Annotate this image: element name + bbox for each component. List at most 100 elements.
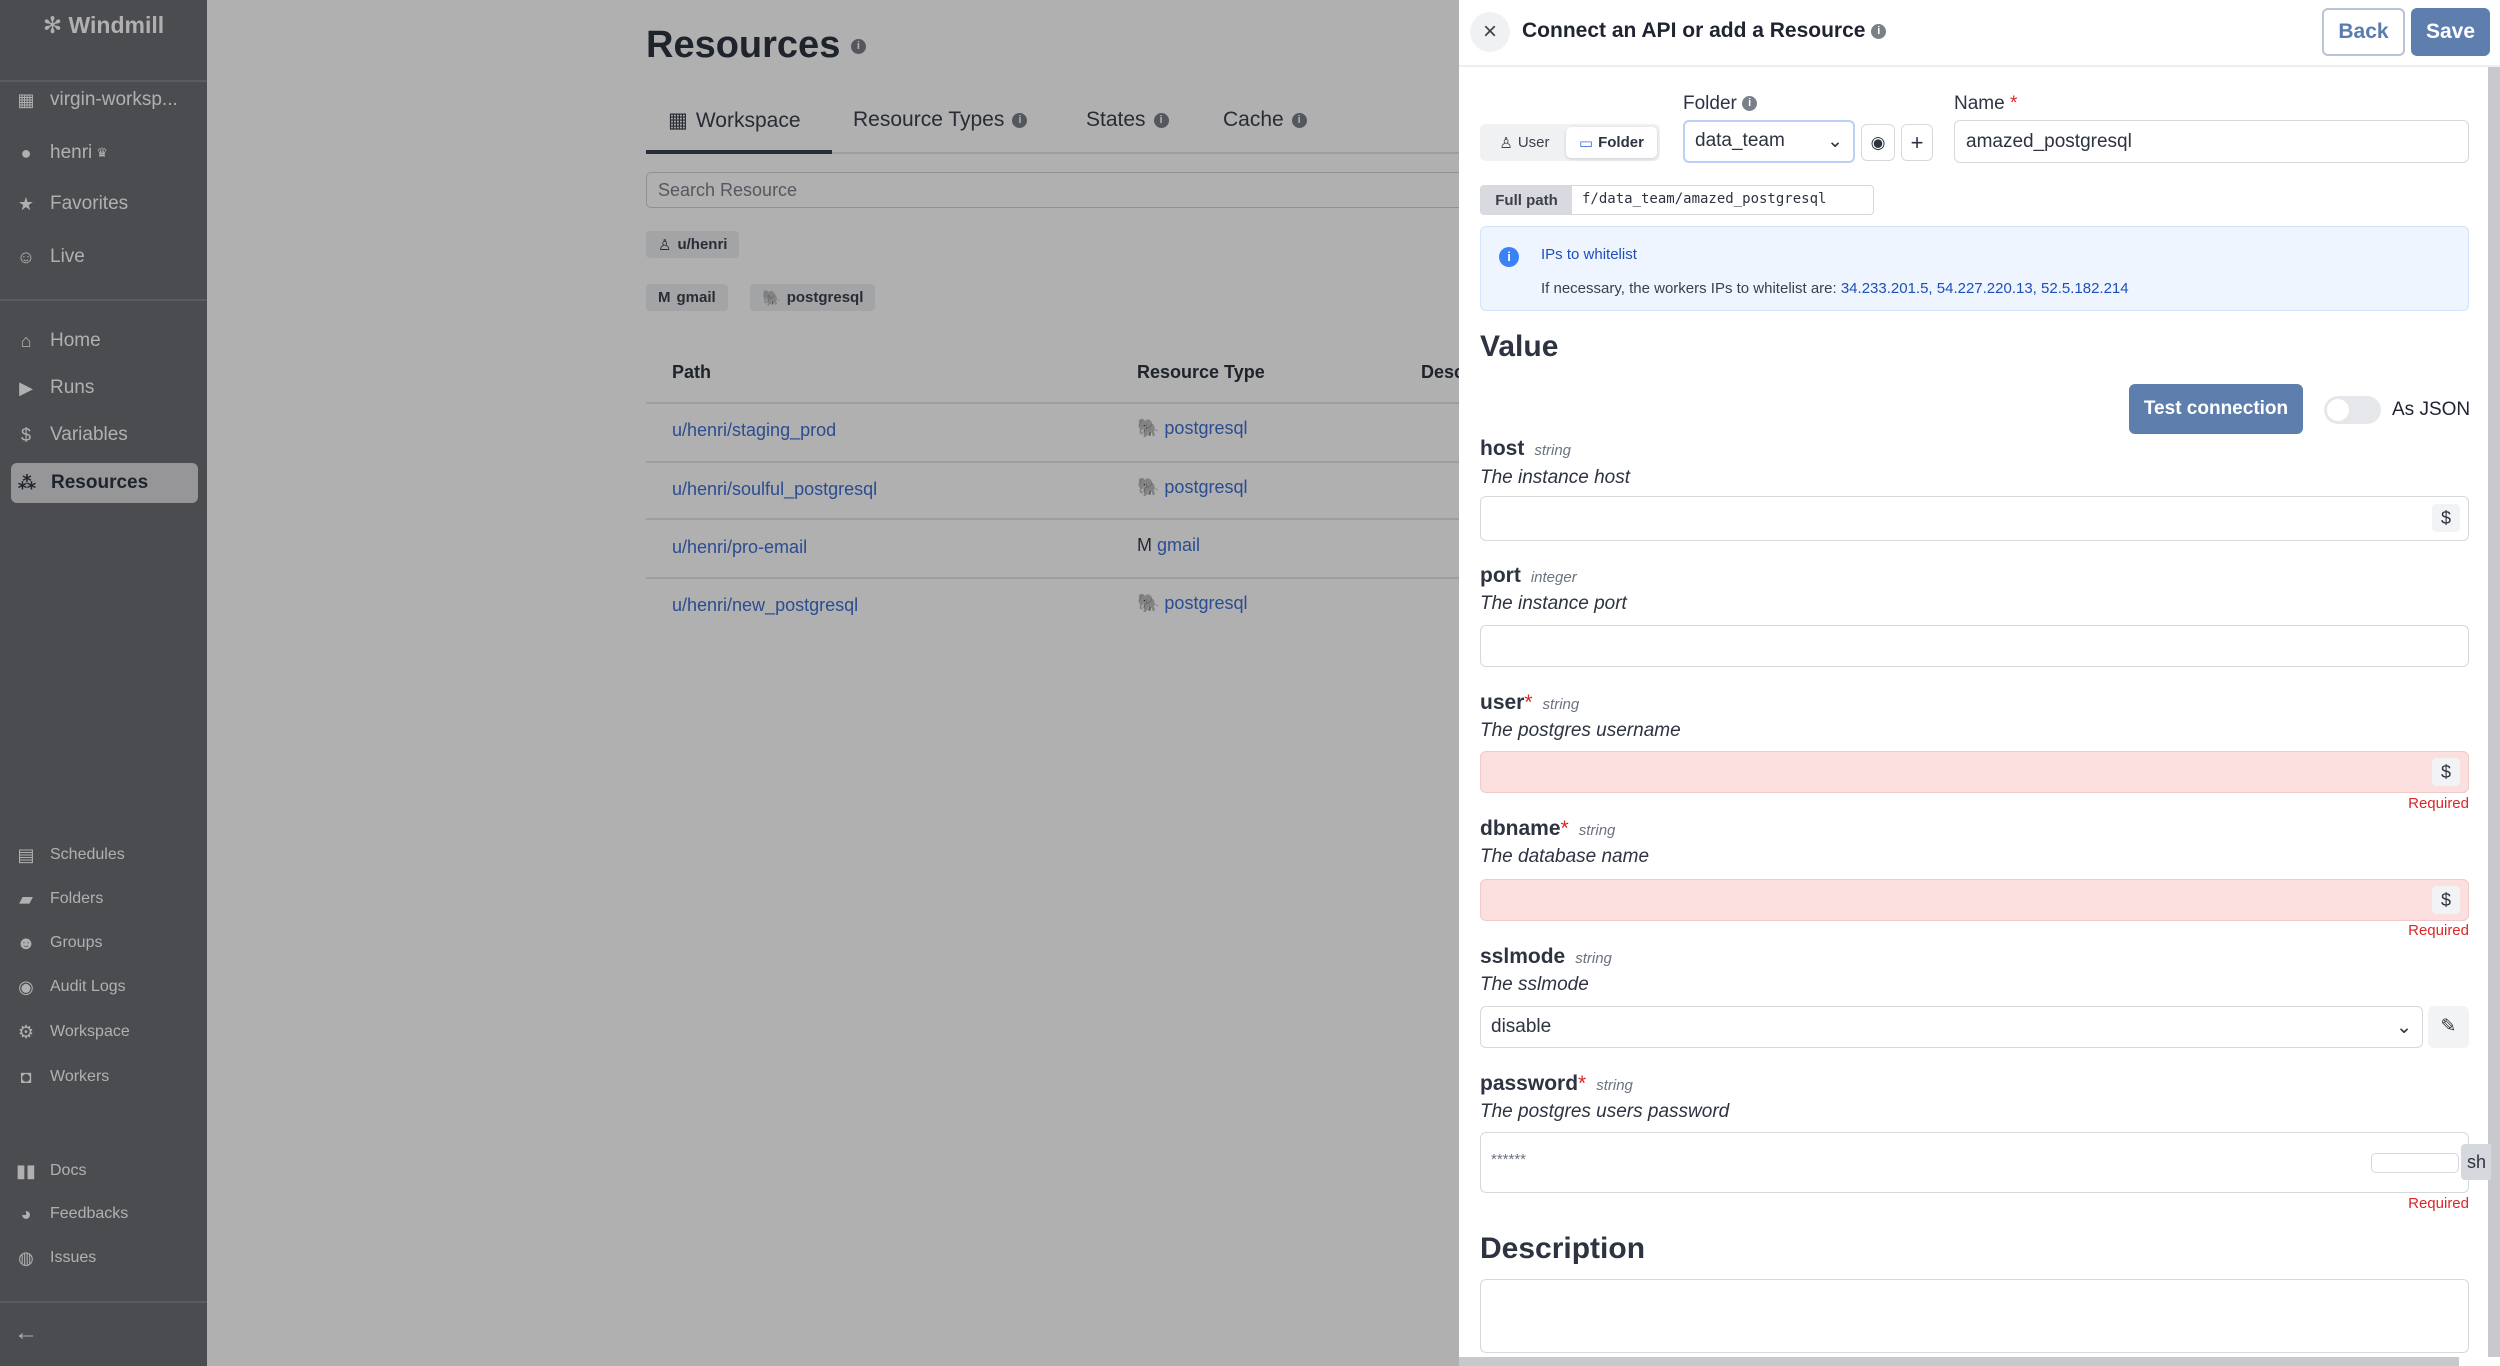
close-icon: × (1482, 18, 1497, 45)
test-connection-button[interactable]: Test connection (2129, 384, 2303, 434)
variable-picker-button[interactable]: $ (2432, 886, 2460, 914)
dbname-input[interactable]: $ (1480, 879, 2469, 921)
sidebar-item-workspace[interactable]: ⚙ Workspace (14, 1015, 130, 1049)
sidebar-item-audit-logs[interactable]: ◉ Audit Logs (14, 970, 125, 1004)
play-icon: ▶ (19, 377, 33, 398)
info-icon[interactable]: i (1871, 23, 1887, 39)
sidebar-item-favorites[interactable]: ★ Favorites (14, 187, 128, 221)
resource-path-link[interactable]: u/henri/new_postgresql (672, 595, 859, 615)
show-password-button[interactable]: sh (2461, 1144, 2491, 1180)
plus-icon: + (1910, 130, 1924, 155)
user-icon: ♙ (658, 236, 672, 254)
calendar-icon: ▤ (17, 844, 35, 865)
password-input[interactable]: ****** (1480, 1132, 2469, 1193)
chevron-down-icon: ⌄ (2396, 1017, 2412, 1038)
resource-type-link[interactable]: M gmail (1137, 535, 1201, 555)
edit-button[interactable]: ✎ (2428, 1006, 2469, 1048)
sidebar-item-home[interactable]: ⌂ Home (14, 324, 101, 358)
description-textarea[interactable] (1480, 1279, 2469, 1353)
user-input[interactable]: $ (1480, 751, 2469, 793)
search-input[interactable]: Search Resource (646, 172, 1506, 208)
tab-states[interactable]: States i (1086, 108, 1169, 132)
workspace-menu[interactable]: ▦ virgin-worksp... (14, 83, 177, 117)
view-folder-button[interactable]: ◉ (1861, 124, 1895, 161)
windmill-icon: ✻ (42, 12, 69, 38)
vertical-scrollbar[interactable] (2488, 67, 2500, 1357)
password-toggle-input[interactable] (2371, 1153, 2459, 1173)
resource-path-link[interactable]: u/henri/staging_prod (672, 420, 837, 440)
info-icon[interactable]: i (850, 39, 866, 55)
folder-icon: ▭ (1578, 134, 1594, 152)
field-label-host: host string (1480, 437, 1572, 460)
variable-picker-button[interactable]: $ (2432, 758, 2460, 786)
sidebar-item-docs[interactable]: ▮▮ Docs (14, 1154, 86, 1188)
collapse-sidebar-button[interactable]: ← (14, 1316, 38, 1350)
as-json-label: As JSON (2392, 399, 2471, 420)
port-input[interactable] (1480, 625, 2469, 667)
sidebar-item-runs[interactable]: ▶ Runs (14, 371, 94, 405)
boxes-icon: ⁂ (17, 472, 37, 493)
horizontal-scrollbar[interactable] (1459, 1357, 2459, 1366)
description-heading: Description (1480, 1232, 1646, 1265)
field-label-dbname: dbname* string (1480, 817, 1616, 840)
folder-select[interactable]: data_team ⌄ (1683, 120, 1855, 163)
resource-type-link[interactable]: 🐘 postgresql (1137, 593, 1248, 613)
ip-list: 34.233.201.5, 54.227.220.13, 52.5.182.21… (1840, 280, 2129, 297)
back-button[interactable]: Back (2322, 8, 2405, 56)
sidebar: ✻ Windmill ▦ virgin-worksp... ● henri ♛ ★ Fa… (0, 0, 207, 1366)
postgresql-icon: 🐘 (1137, 477, 1165, 497)
sidebar-item-groups[interactable]: ☻ Groups (14, 926, 103, 960)
tab-resource-types[interactable]: Resource Types i (853, 108, 1028, 132)
divider (646, 518, 1506, 520)
user-menu[interactable]: ● henri ♛ (14, 136, 108, 170)
save-button[interactable]: Save (2411, 8, 2490, 56)
host-input[interactable]: $ (1480, 496, 2469, 541)
sidebar-item-live[interactable]: ☺ Live (14, 240, 85, 274)
gear-icon: ⚙ (17, 1021, 35, 1042)
variable-picker-button[interactable]: $ (2432, 504, 2460, 532)
name-input[interactable]: amazed_postgresql (1954, 120, 2469, 163)
divider (646, 402, 1506, 404)
modal-backdrop[interactable] (0, 0, 1459, 1366)
resource-type-link[interactable]: 🐘 postgresql (1137, 418, 1248, 438)
sidebar-item-feedbacks[interactable]: ◕ Feedbacks (14, 1197, 129, 1231)
info-icon[interactable]: i (1742, 96, 1758, 112)
field-desc-dbname: The database name (1480, 846, 1650, 867)
tab-cache[interactable]: Cache i (1223, 108, 1307, 132)
sidebar-item-variables[interactable]: $ Variables (14, 418, 128, 452)
dollar-icon: $ (20, 424, 31, 445)
as-json-toggle[interactable] (2324, 396, 2381, 424)
tab-workspace[interactable]: ▦ Workspace (668, 108, 801, 133)
sidebar-item-workers[interactable]: ◘ Workers (14, 1060, 110, 1094)
field-desc-sslmode: The sslmode (1480, 974, 1589, 995)
sidebar-item-issues[interactable]: ◍ Issues (14, 1241, 96, 1275)
sidebar-item-resources[interactable]: ⁂ Resources (11, 463, 198, 503)
column-header-description[interactable]: Desc (1421, 362, 1465, 382)
resource-drawer: × Connect an API or add a Resource i Bac… (1459, 0, 2500, 1366)
info-icon: i (1499, 247, 1519, 267)
column-header-resource-type[interactable]: Resource Type (1137, 362, 1265, 382)
required-error: Required (2408, 795, 2469, 812)
owner-user-option[interactable]: ♙ User (1499, 134, 1550, 152)
owner-filter-chip[interactable]: ♙ u/henri (646, 231, 740, 258)
windmill-logo[interactable]: ✻ Windmill (42, 12, 165, 38)
divider (0, 1301, 207, 1303)
book-icon: ▮▮ (16, 1160, 36, 1181)
sidebar-item-schedules[interactable]: ▤ Schedules (14, 838, 124, 872)
filter-chip-postgresql[interactable]: 🐘 postgresql (750, 284, 876, 311)
field-desc-password: The postgres users password (1480, 1101, 1730, 1122)
resource-type-link[interactable]: 🐘 postgresql (1137, 477, 1248, 497)
sidebar-item-folders[interactable]: ▰ Folders (14, 882, 103, 916)
add-folder-button[interactable]: + (1901, 124, 1933, 161)
owner-folder-option[interactable]: ▭ Folder (1565, 127, 1657, 158)
robot-icon: ◘ (20, 1066, 32, 1087)
sslmode-select[interactable]: disable ⌄ (1480, 1006, 2423, 1048)
resource-path-link[interactable]: u/henri/soulful_postgresql (672, 479, 878, 499)
page-title: Resources i (646, 24, 866, 67)
info-icon: i (1153, 112, 1169, 128)
column-header-path[interactable]: Path (672, 362, 712, 382)
close-button[interactable]: × (1470, 12, 1510, 52)
required-error: Required (2408, 1195, 2469, 1212)
resource-path-link[interactable]: u/henri/pro-email (672, 537, 808, 557)
